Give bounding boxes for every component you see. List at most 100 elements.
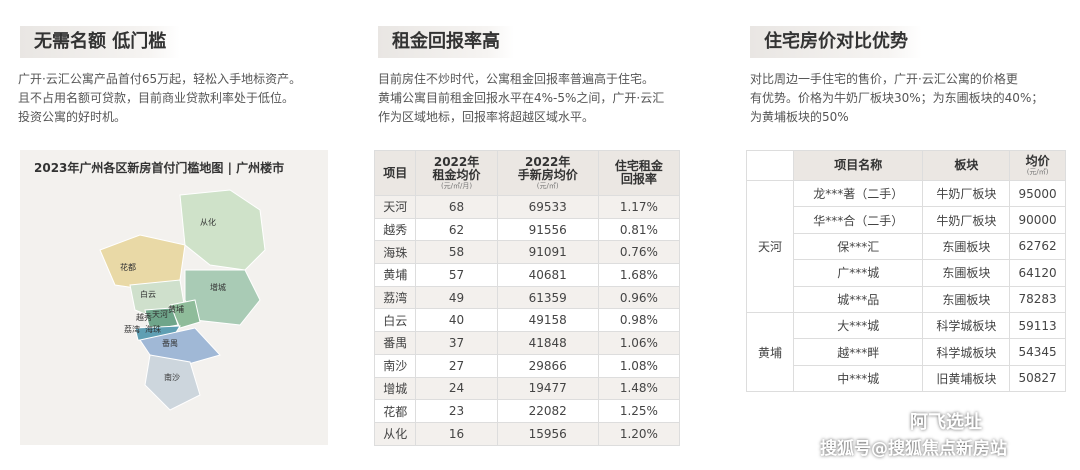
district-label: 花都 <box>120 262 136 272</box>
header-unit: (元/㎡) <box>536 181 559 190</box>
cell: 57 <box>415 263 498 287</box>
header-text: 均价 <box>1025 153 1050 168</box>
rent-table: 项目 2022年 租金均价 (元/㎡/月) 2022年 手新房均价 (元/㎡) 住宅租金 回报率… <box>373 150 681 446</box>
text-line: 有优势。价格为牛奶厂板块30%；为东圃板块的40%； <box>750 91 1044 105</box>
group-cell: 黄埔 <box>746 311 794 393</box>
district-label: 南沙 <box>164 372 180 382</box>
header-cell <box>746 150 794 181</box>
group-cell: 天河 <box>746 180 794 313</box>
row: 海珠 58 91091 0.76% <box>373 240 681 265</box>
region <box>179 189 266 271</box>
cell: 广***城 <box>792 259 924 287</box>
cell: 41848 <box>496 331 599 355</box>
heading: 无需名额 低门槛 <box>20 26 181 58</box>
cell: 科学城板块 <box>922 311 1011 340</box>
cell: 95000 <box>1009 179 1066 208</box>
cell: 保***汇 <box>792 232 924 261</box>
watermark: 阿飞选址 <box>910 412 982 433</box>
cell: 增城 <box>373 376 417 401</box>
cell: 69533 <box>496 195 599 219</box>
district-label: 增城 <box>210 282 226 292</box>
row: 从化 16 15956 1.20% <box>373 421 681 446</box>
price-table: 项目名称 板块 均价 (元/㎡) 天河 龙***著（二手） 牛奶厂板块 95000 华***合（… <box>746 150 1066 393</box>
cell: 天河 <box>373 195 417 219</box>
row: 天河 68 69533 1.17% <box>373 195 681 219</box>
cell: 90000 <box>1009 206 1066 234</box>
district-label: 越秀 <box>136 312 152 322</box>
cell: 龙***著（二手） <box>792 179 924 208</box>
row: 华***合（二手） 牛奶厂板块 90000 <box>747 206 1066 234</box>
cell: 91091 <box>496 240 599 265</box>
cell: 23 <box>415 399 498 423</box>
cell: 南沙 <box>373 353 417 378</box>
cell: 19477 <box>496 376 599 401</box>
district-label: 番禺 <box>162 338 178 348</box>
cell: 白云 <box>373 308 417 333</box>
cell: 1.48% <box>597 376 681 401</box>
cell: 旧黄埔板块 <box>922 364 1011 393</box>
cell: 1.68% <box>597 263 681 287</box>
cell: 花都 <box>373 399 417 423</box>
cell: 78283 <box>1009 285 1066 313</box>
cell: 40 <box>415 308 498 333</box>
cell: 黄埔 <box>373 263 417 287</box>
header-cell: 2022年 手新房均价 (元/㎡) <box>496 150 599 196</box>
cell: 东圃板块 <box>922 232 1011 261</box>
heading: 租金回报率高 <box>378 26 514 58</box>
header-cell: 住宅租金 回报率 <box>597 150 681 196</box>
cell: 0.96% <box>597 285 681 310</box>
cell: 54345 <box>1009 338 1066 366</box>
cell: 城***品 <box>792 285 924 313</box>
cell: 37 <box>415 331 498 355</box>
row: 番禺 37 41848 1.06% <box>373 331 681 355</box>
district-label: 黄埔 <box>168 304 184 314</box>
cell: 15956 <box>496 421 599 446</box>
cell: 中***城 <box>792 364 924 393</box>
cell: 68 <box>415 195 498 219</box>
header-text: 租金均价 <box>432 167 481 182</box>
header-cell: 项目 <box>373 150 417 196</box>
text-line: 为黄埔板块的50% <box>750 110 849 124</box>
cell: 牛奶厂板块 <box>922 206 1011 234</box>
district-label: 海珠 <box>145 324 161 334</box>
row: 城***品 东圃板块 78283 <box>747 285 1066 313</box>
cell: 22082 <box>496 399 599 423</box>
cell: 0.76% <box>597 240 681 265</box>
header-row: 项目 2022年 租金均价 (元/㎡/月) 2022年 手新房均价 (元/㎡) 住宅租金 回报率 <box>373 150 681 196</box>
cell: 29866 <box>496 353 599 378</box>
cell: 荔湾 <box>373 285 417 310</box>
district-label: 从化 <box>200 217 216 227</box>
district-label: 白云 <box>140 289 156 299</box>
row: 越***畔 科学城板块 54345 <box>747 338 1066 366</box>
cell: 东圃板块 <box>922 285 1011 313</box>
district-label: 荔湾 <box>124 324 140 334</box>
text-line: 黄埔公寓目前租金回报水平在4%-5%之间，广开·云汇 <box>378 91 665 105</box>
cell: 59113 <box>1009 311 1066 340</box>
header-cell: 均价 (元/㎡) <box>1009 150 1066 181</box>
district-label: 天河 <box>152 309 168 319</box>
cell: 海珠 <box>373 240 417 265</box>
row: 花都 23 22082 1.25% <box>373 399 681 423</box>
cell: 49158 <box>496 308 599 333</box>
cell: 1.06% <box>597 331 681 355</box>
header-text: 项目 <box>383 165 408 180</box>
header-unit: (元/㎡/月) <box>440 181 473 190</box>
text-line: 投资公寓的好时机。 <box>18 110 127 124</box>
text-line: 目前房住不炒时代，公寓租金回报率普遍高于住宅。 <box>378 72 655 86</box>
cell: 科学城板块 <box>922 338 1011 366</box>
header-cell: 项目名称 <box>792 150 924 181</box>
cell: 牛奶厂板块 <box>922 179 1011 208</box>
row: 增城 24 19477 1.48% <box>373 376 681 401</box>
heading: 住宅房价对比优势 <box>750 26 922 58</box>
header-text: 手新房均价 <box>517 167 578 182</box>
cell: 越***畔 <box>792 338 924 366</box>
cell: 49 <box>415 285 498 310</box>
header-text: 板块 <box>954 158 979 172</box>
row: 白云 40 49158 0.98% <box>373 308 681 333</box>
row: 广***城 东圃板块 64120 <box>747 259 1066 287</box>
cell: 24 <box>415 376 498 401</box>
watermark: 搜狐号@搜狐焦点新房站 <box>820 439 1007 459</box>
cell: 27 <box>415 353 498 378</box>
